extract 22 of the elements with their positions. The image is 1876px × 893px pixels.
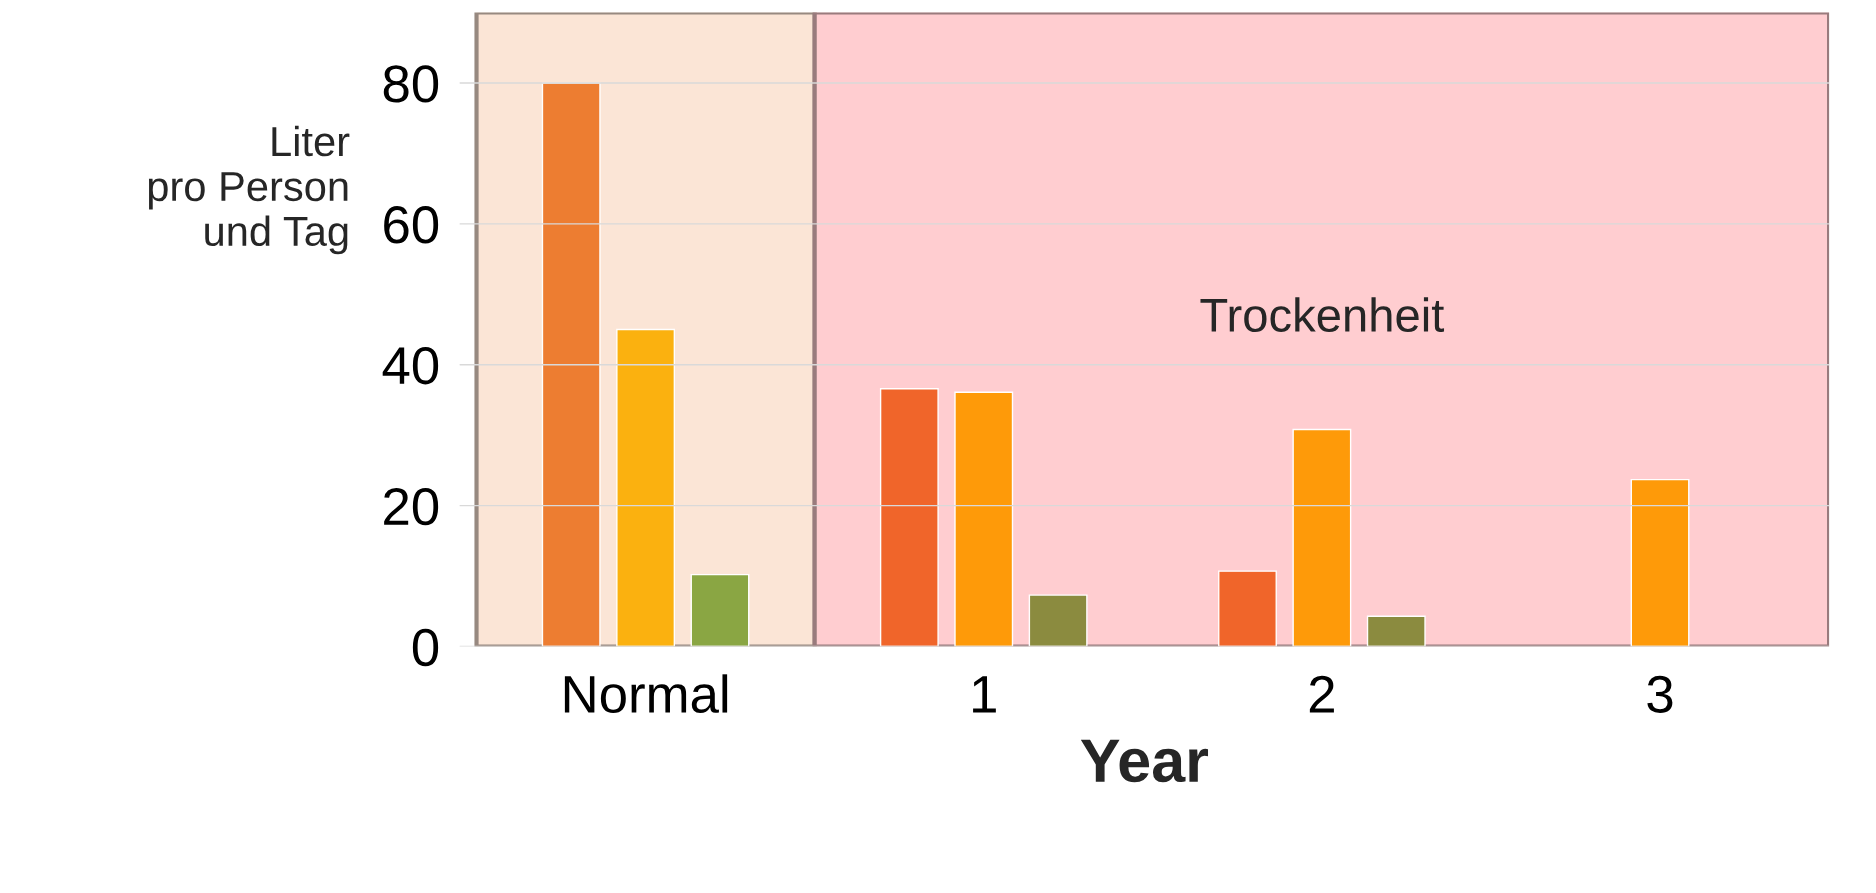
bar [1366,615,1426,647]
y-tick-label: 60 [384,206,439,244]
x-axis-title: Year [1080,739,1209,783]
y-axis-title: Liter pro Person und Tag [148,125,350,255]
y-tick-label: 20 [384,487,439,526]
x-tick-label: 1 [973,676,996,713]
y-tick-label: 40 [382,347,439,385]
y-tick-label: 80 [383,65,439,103]
bar [1630,478,1690,647]
bar [1218,570,1277,647]
x-tick-label: 3 [1647,675,1673,714]
bar [616,328,676,647]
bar [1292,428,1352,647]
bar [879,387,939,647]
bar [541,82,601,647]
band-label: Trockenheit [1200,297,1445,333]
y-tick-label: 0 [412,628,439,667]
x-tick-label: 2 [1309,675,1334,713]
bar [690,573,750,647]
bar [1028,594,1088,647]
bar [954,391,1014,647]
x-tick-label: Normal [564,674,728,714]
